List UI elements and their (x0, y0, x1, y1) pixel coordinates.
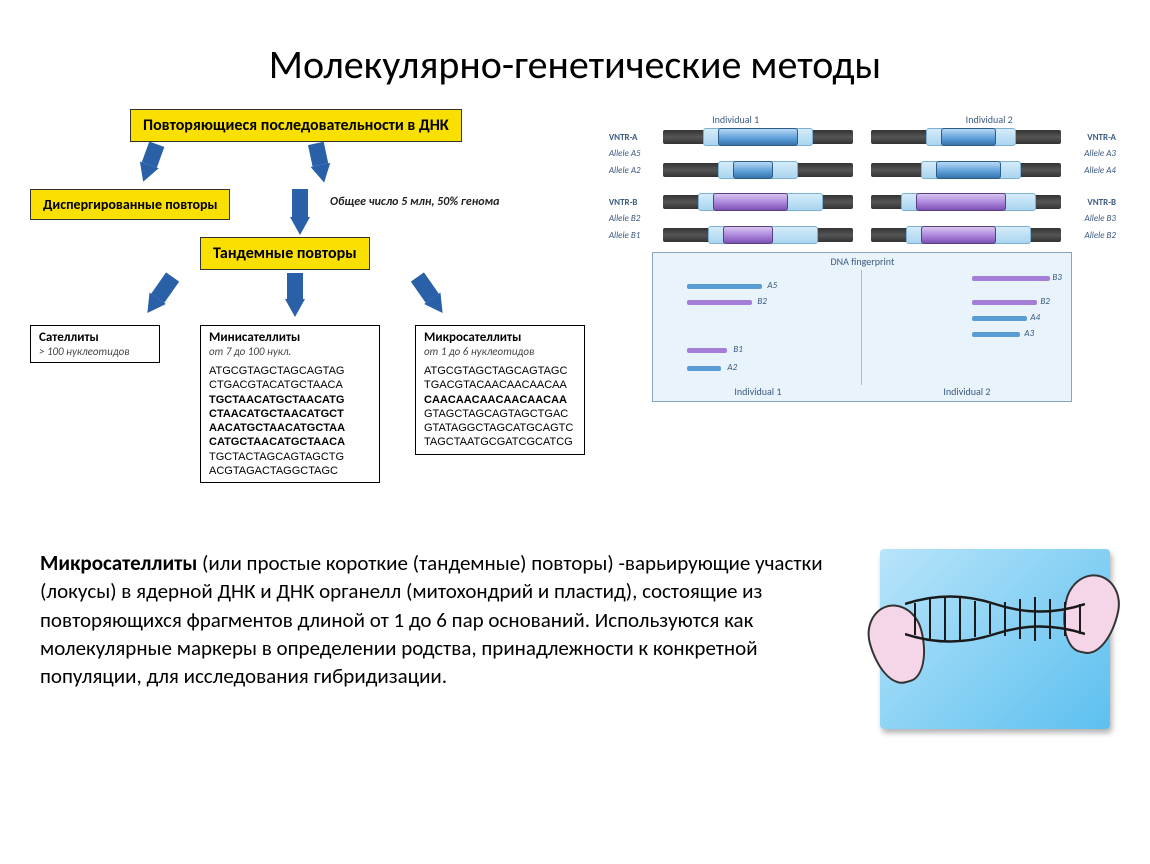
flow-box-dispersed: Диспергированные повторы (30, 189, 230, 220)
flowchart-panel: Повторяющиеся последовательности в ДНК Д… (30, 109, 585, 529)
vntr-header: Individual 1 Individual 2 (609, 113, 1116, 126)
slide-title: Молекулярно-генетические методы (0, 0, 1150, 89)
fp-col-ind2: B3 B2 A4 A3 (862, 270, 1071, 385)
vntr-panel: Individual 1 Individual 2 VNTR-A VNTR-A … (605, 109, 1120, 529)
miniseq-list: ATGCGTAGCTAGCAGTAG CTGACGTACATGCTAACA TG… (209, 364, 371, 478)
dna-cartoon-illustration (880, 549, 1110, 729)
content-row: Повторяющиеся последовательности в ДНК Д… (0, 89, 1150, 529)
vntr-row-a1: VNTR-A VNTR-A (609, 130, 1116, 144)
flow-satellites: Сателлиты > 100 нуклеотидов (30, 325, 160, 363)
dna-fingerprint: DNA fingerprint A5 B2 B1 A2 B3 B2 A4 A3 (652, 252, 1072, 402)
flow-microsatellites: Микросателлиты от 1 до 6 нуклеотидов ATG… (415, 325, 585, 455)
microsatellite-paragraph: Микросателлиты (или простые короткие (та… (40, 549, 850, 729)
bottom-row: Микросателлиты (или простые короткие (та… (0, 529, 1150, 729)
vntr-row-a2: Allele A2 Allele A4 (609, 163, 1116, 177)
dna-helix-icon (905, 589, 1085, 649)
fp-col-ind1: A5 B2 B1 A2 (653, 270, 862, 385)
flow-box-tandem: Тандемные повторы (200, 237, 370, 270)
vntr-row-b1: VNTR-B VNTR-B (609, 195, 1116, 209)
flow-minisatellites: Минисателлиты от 7 до 100 нукл. ATGCGTAG… (200, 325, 380, 483)
flow-box-top: Повторяющиеся последовательности в ДНК (130, 109, 462, 142)
flow-note: Общее число 5 млн, 50% генома (330, 195, 499, 209)
vntr-row-b2: Allele B1 Allele B2 (609, 228, 1116, 242)
microseq-list: ATGCGTAGCTAGCAGTAGC TGACGTACAACAACAACAA … (424, 364, 576, 450)
